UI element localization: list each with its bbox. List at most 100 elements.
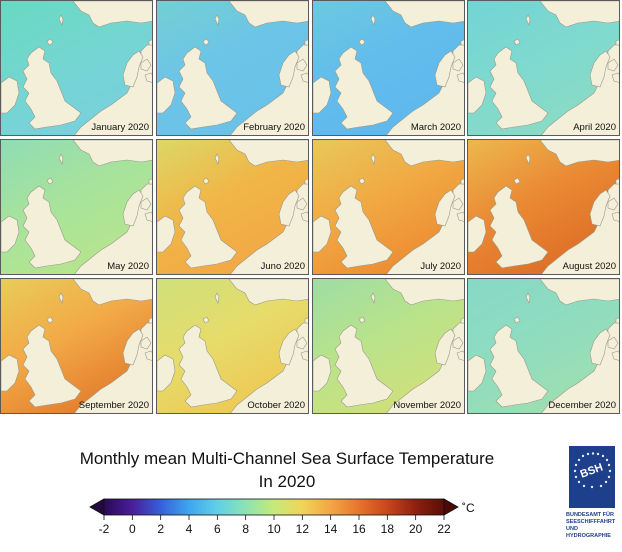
panel-month-label: December 2020 [548, 400, 616, 411]
land-islandA [452, 58, 464, 72]
bsh-logo-text-line: BUNDESAMT FÜR [566, 512, 614, 518]
colorbar-tick-label: 18 [380, 522, 395, 536]
monthly-map-grid: January 2020 February 2020 March 2020 April… [0, 0, 620, 414]
land-scand [460, 317, 464, 324]
land-ireland [313, 215, 332, 253]
colorbar-tick-label: 2 [157, 522, 164, 536]
land-denmark [589, 328, 611, 366]
land-norway [228, 279, 308, 306]
sst-map [313, 140, 464, 274]
land-ireland [157, 76, 176, 114]
land-scand [304, 178, 308, 185]
land-orkney [513, 38, 521, 46]
land-scand [148, 178, 152, 185]
sst-map [468, 1, 619, 135]
panel-month-label: January 2020 [91, 122, 149, 133]
map-panel: May 2020 [0, 139, 153, 275]
panel-month-label: March 2020 [410, 122, 461, 133]
land-denmark [434, 50, 456, 88]
land-islandB [611, 211, 619, 222]
land-orkney [46, 177, 54, 185]
land-gb [334, 46, 394, 130]
land-islandB [144, 211, 152, 222]
colorbar-gradient [103, 498, 445, 516]
land-norway [228, 1, 308, 28]
bsh-logo-emblem: BSH [573, 452, 612, 489]
map-panel: November 2020 [312, 278, 465, 414]
map-panel: Juno 2020 [156, 139, 309, 275]
sst-map [1, 279, 152, 413]
land-scand [615, 178, 619, 185]
map-panel: October 2020 [156, 278, 309, 414]
land-shetland [58, 14, 64, 26]
land-shetland [370, 153, 376, 165]
colorbar-tick-label: 12 [295, 522, 310, 536]
land-islandA [607, 197, 619, 211]
land-ireland [157, 354, 176, 392]
panel-month-label: August 2020 [562, 261, 616, 272]
land-scand [148, 317, 152, 324]
sst-map [313, 279, 464, 413]
sst-map [1, 1, 152, 135]
land-norway [539, 1, 619, 28]
bsh-logo-text-line: HYDROGRAPHIE [566, 533, 611, 539]
land-shetland [214, 153, 220, 165]
land-ireland [468, 215, 487, 253]
land-islandA [140, 197, 152, 211]
sst-map [468, 140, 619, 274]
land-ireland [313, 354, 332, 392]
sst-map [1, 140, 152, 274]
land-ireland [1, 354, 20, 392]
colorbar-tick-label: 10 [267, 522, 281, 536]
panel-month-label: November 2020 [393, 400, 461, 411]
land-denmark [278, 328, 300, 366]
land-scand [615, 317, 619, 324]
bsh-logo-text-line: SEESCHIFFFAHRT [566, 519, 616, 525]
colorbar-graphic [89, 498, 459, 520]
land-gb [178, 185, 238, 269]
map-panel: March 2020 [312, 0, 465, 136]
land-norway [228, 140, 308, 167]
colorbar-tick-marks [103, 515, 445, 520]
bsh-logo-letters: BSH [579, 461, 605, 480]
land-orkney [202, 177, 210, 185]
land-scand [460, 39, 464, 46]
land-gb [22, 185, 82, 269]
land-islandA [140, 58, 152, 72]
land-gb [489, 185, 549, 269]
land-gb [22, 46, 82, 130]
land-ireland [1, 215, 20, 253]
land-islandA [296, 58, 308, 72]
land-islandB [300, 72, 308, 83]
land-islandB [300, 211, 308, 222]
land-denmark [122, 328, 144, 366]
land-ireland [468, 354, 487, 392]
land-ireland [1, 76, 20, 114]
land-norway [72, 279, 152, 306]
bsh-logo-text-line: UND [566, 526, 578, 532]
map-panel: July 2020 [312, 139, 465, 275]
colorbar-tick-label: 16 [352, 522, 366, 536]
land-denmark [434, 189, 456, 227]
land-islandA [607, 58, 619, 72]
land-denmark [278, 50, 300, 88]
land-islandB [144, 72, 152, 83]
land-orkney [202, 38, 210, 46]
colorbar-unit: ˚C [462, 501, 475, 515]
land-orkney [202, 316, 210, 324]
bsh-logo-text: BUNDESAMT FÜR SEESCHIFFFAHRT UND HYDROGR… [566, 512, 620, 540]
land-denmark [589, 50, 611, 88]
land-denmark [434, 328, 456, 366]
land-scand [615, 39, 619, 46]
colorbar-tick-label: 14 [323, 522, 338, 536]
land-norway [72, 1, 152, 28]
land-norway [72, 140, 152, 167]
land-shetland [525, 14, 531, 26]
sst-map [157, 1, 308, 135]
land-islandB [144, 350, 152, 361]
land-gb [334, 324, 394, 408]
land-orkney [358, 38, 366, 46]
land-gb [178, 46, 238, 130]
colorbar-tick-label: 4 [185, 522, 193, 536]
panel-month-label: July 2020 [420, 261, 461, 272]
